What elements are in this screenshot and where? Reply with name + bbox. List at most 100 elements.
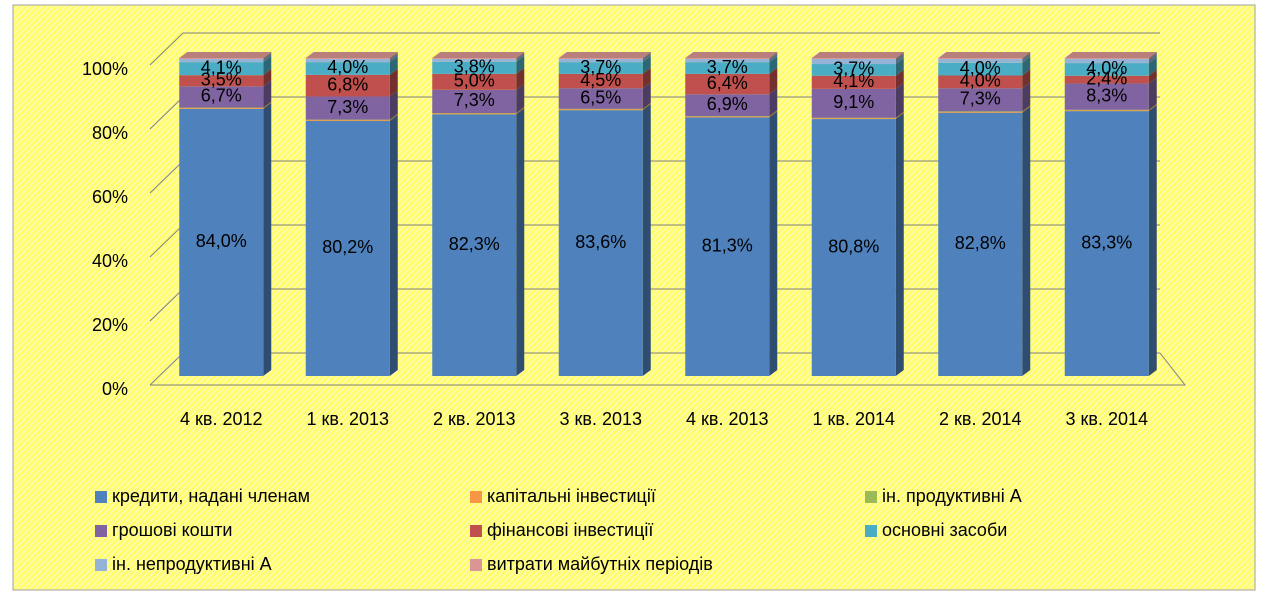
bar-segment [938, 88, 1023, 112]
data-label: 7,3% [327, 97, 368, 117]
bar-side [516, 108, 525, 376]
data-label: 3,7% [580, 57, 621, 77]
data-label: 7,3% [960, 89, 1001, 109]
bar-side [642, 56, 651, 74]
bar-top [432, 52, 525, 58]
data-label: 81,3% [702, 235, 753, 255]
bar-segment [685, 58, 770, 59]
bar-top [305, 52, 398, 58]
x-tick-label: 3 кв. 2013 [560, 409, 643, 429]
bar-side [1148, 105, 1157, 376]
bar-segment [1064, 63, 1149, 76]
bar-side [895, 52, 904, 65]
bar-segment [432, 73, 517, 90]
legend-swatch [470, 559, 482, 571]
data-label: 6,7% [201, 86, 242, 106]
bar-side [895, 112, 904, 120]
legend-label: грошові кошти [112, 520, 232, 540]
bar-side [1022, 105, 1031, 112]
bar-segment [432, 113, 517, 114]
bar-segment [811, 58, 896, 59]
data-label: 80,2% [322, 237, 373, 257]
y-tick-label: 0% [102, 379, 128, 399]
bar-segment [305, 58, 390, 63]
bar-side [1148, 52, 1157, 59]
bar-side [1022, 82, 1031, 112]
legend-label: основні засоби [882, 520, 1007, 540]
bar-side [516, 55, 525, 74]
bar-side [895, 111, 904, 119]
bar-side [389, 52, 398, 59]
legend-label: капітальні інвестиції [487, 486, 656, 506]
bar-side [516, 107, 525, 114]
bar-side [516, 67, 525, 90]
bar-segment [179, 75, 264, 87]
bar-segment [432, 114, 517, 376]
bar-side [263, 80, 272, 108]
bar-side [642, 52, 651, 59]
data-label: 8,3% [1086, 85, 1127, 105]
bar-side [769, 56, 778, 74]
data-label: 82,3% [449, 234, 500, 254]
bar-side [642, 102, 651, 110]
data-label: 3,8% [454, 57, 495, 77]
data-label: 2,4% [1086, 68, 1127, 88]
bar-side [389, 114, 398, 377]
bar-segment [1064, 58, 1149, 64]
bar-side [516, 83, 525, 114]
bar-side [263, 102, 272, 376]
bar-segment [685, 94, 770, 117]
bar-segment [432, 58, 517, 59]
bar-segment [685, 116, 770, 118]
bar-segment [558, 88, 643, 109]
y-tick-label: 40% [92, 251, 128, 271]
legend-label: ін. непродуктивні А [112, 554, 272, 574]
bar-segment [305, 120, 390, 121]
data-label: 4,0% [327, 57, 368, 77]
bar-segment [305, 62, 390, 75]
bar-segment [1064, 83, 1149, 110]
bar-segment [1064, 109, 1149, 111]
bar-side [1022, 69, 1031, 89]
x-tick-label: 2 кв. 2013 [433, 409, 516, 429]
data-label: 9,1% [833, 92, 874, 112]
bar-segment [558, 58, 643, 63]
bar-segment [305, 58, 390, 59]
bar-segment [558, 110, 643, 376]
bar-side [263, 101, 272, 108]
legend-swatch [865, 525, 877, 537]
bar-side [1022, 106, 1031, 377]
data-label: 83,6% [575, 232, 626, 252]
data-label: 6,9% [707, 94, 748, 114]
bar-side [516, 52, 525, 62]
bar-side [769, 52, 778, 59]
bar-segment [1064, 58, 1149, 59]
bar-segment [685, 116, 770, 117]
legend-label: кредити, надані членам [112, 486, 310, 506]
bar-side [895, 52, 904, 59]
data-label: 84,0% [196, 231, 247, 251]
x-tick-label: 3 кв. 2014 [1066, 409, 1149, 429]
bar-side [1022, 52, 1031, 59]
bar-segment [558, 109, 643, 111]
bar-side [1148, 104, 1157, 112]
x-tick-label: 4 кв. 2012 [180, 409, 263, 429]
bar-segment [179, 62, 264, 76]
bar-segment [432, 58, 517, 62]
bar-side [642, 104, 651, 376]
bar-segment [432, 89, 517, 114]
bar-side [263, 101, 272, 109]
y-tick-label: 20% [92, 315, 128, 335]
bar-segment [179, 86, 264, 108]
data-label: 4,0% [960, 71, 1001, 91]
bar-side [769, 88, 778, 117]
bar-side [895, 113, 904, 376]
bar-segment [305, 120, 390, 377]
x-tick-label: 1 кв. 2014 [813, 409, 896, 429]
legend-swatch [95, 559, 107, 571]
bar-side [1148, 57, 1157, 76]
bar-side [389, 56, 398, 75]
bar-top [938, 52, 1031, 58]
bar-segment [305, 74, 390, 97]
bar-side [769, 111, 778, 376]
